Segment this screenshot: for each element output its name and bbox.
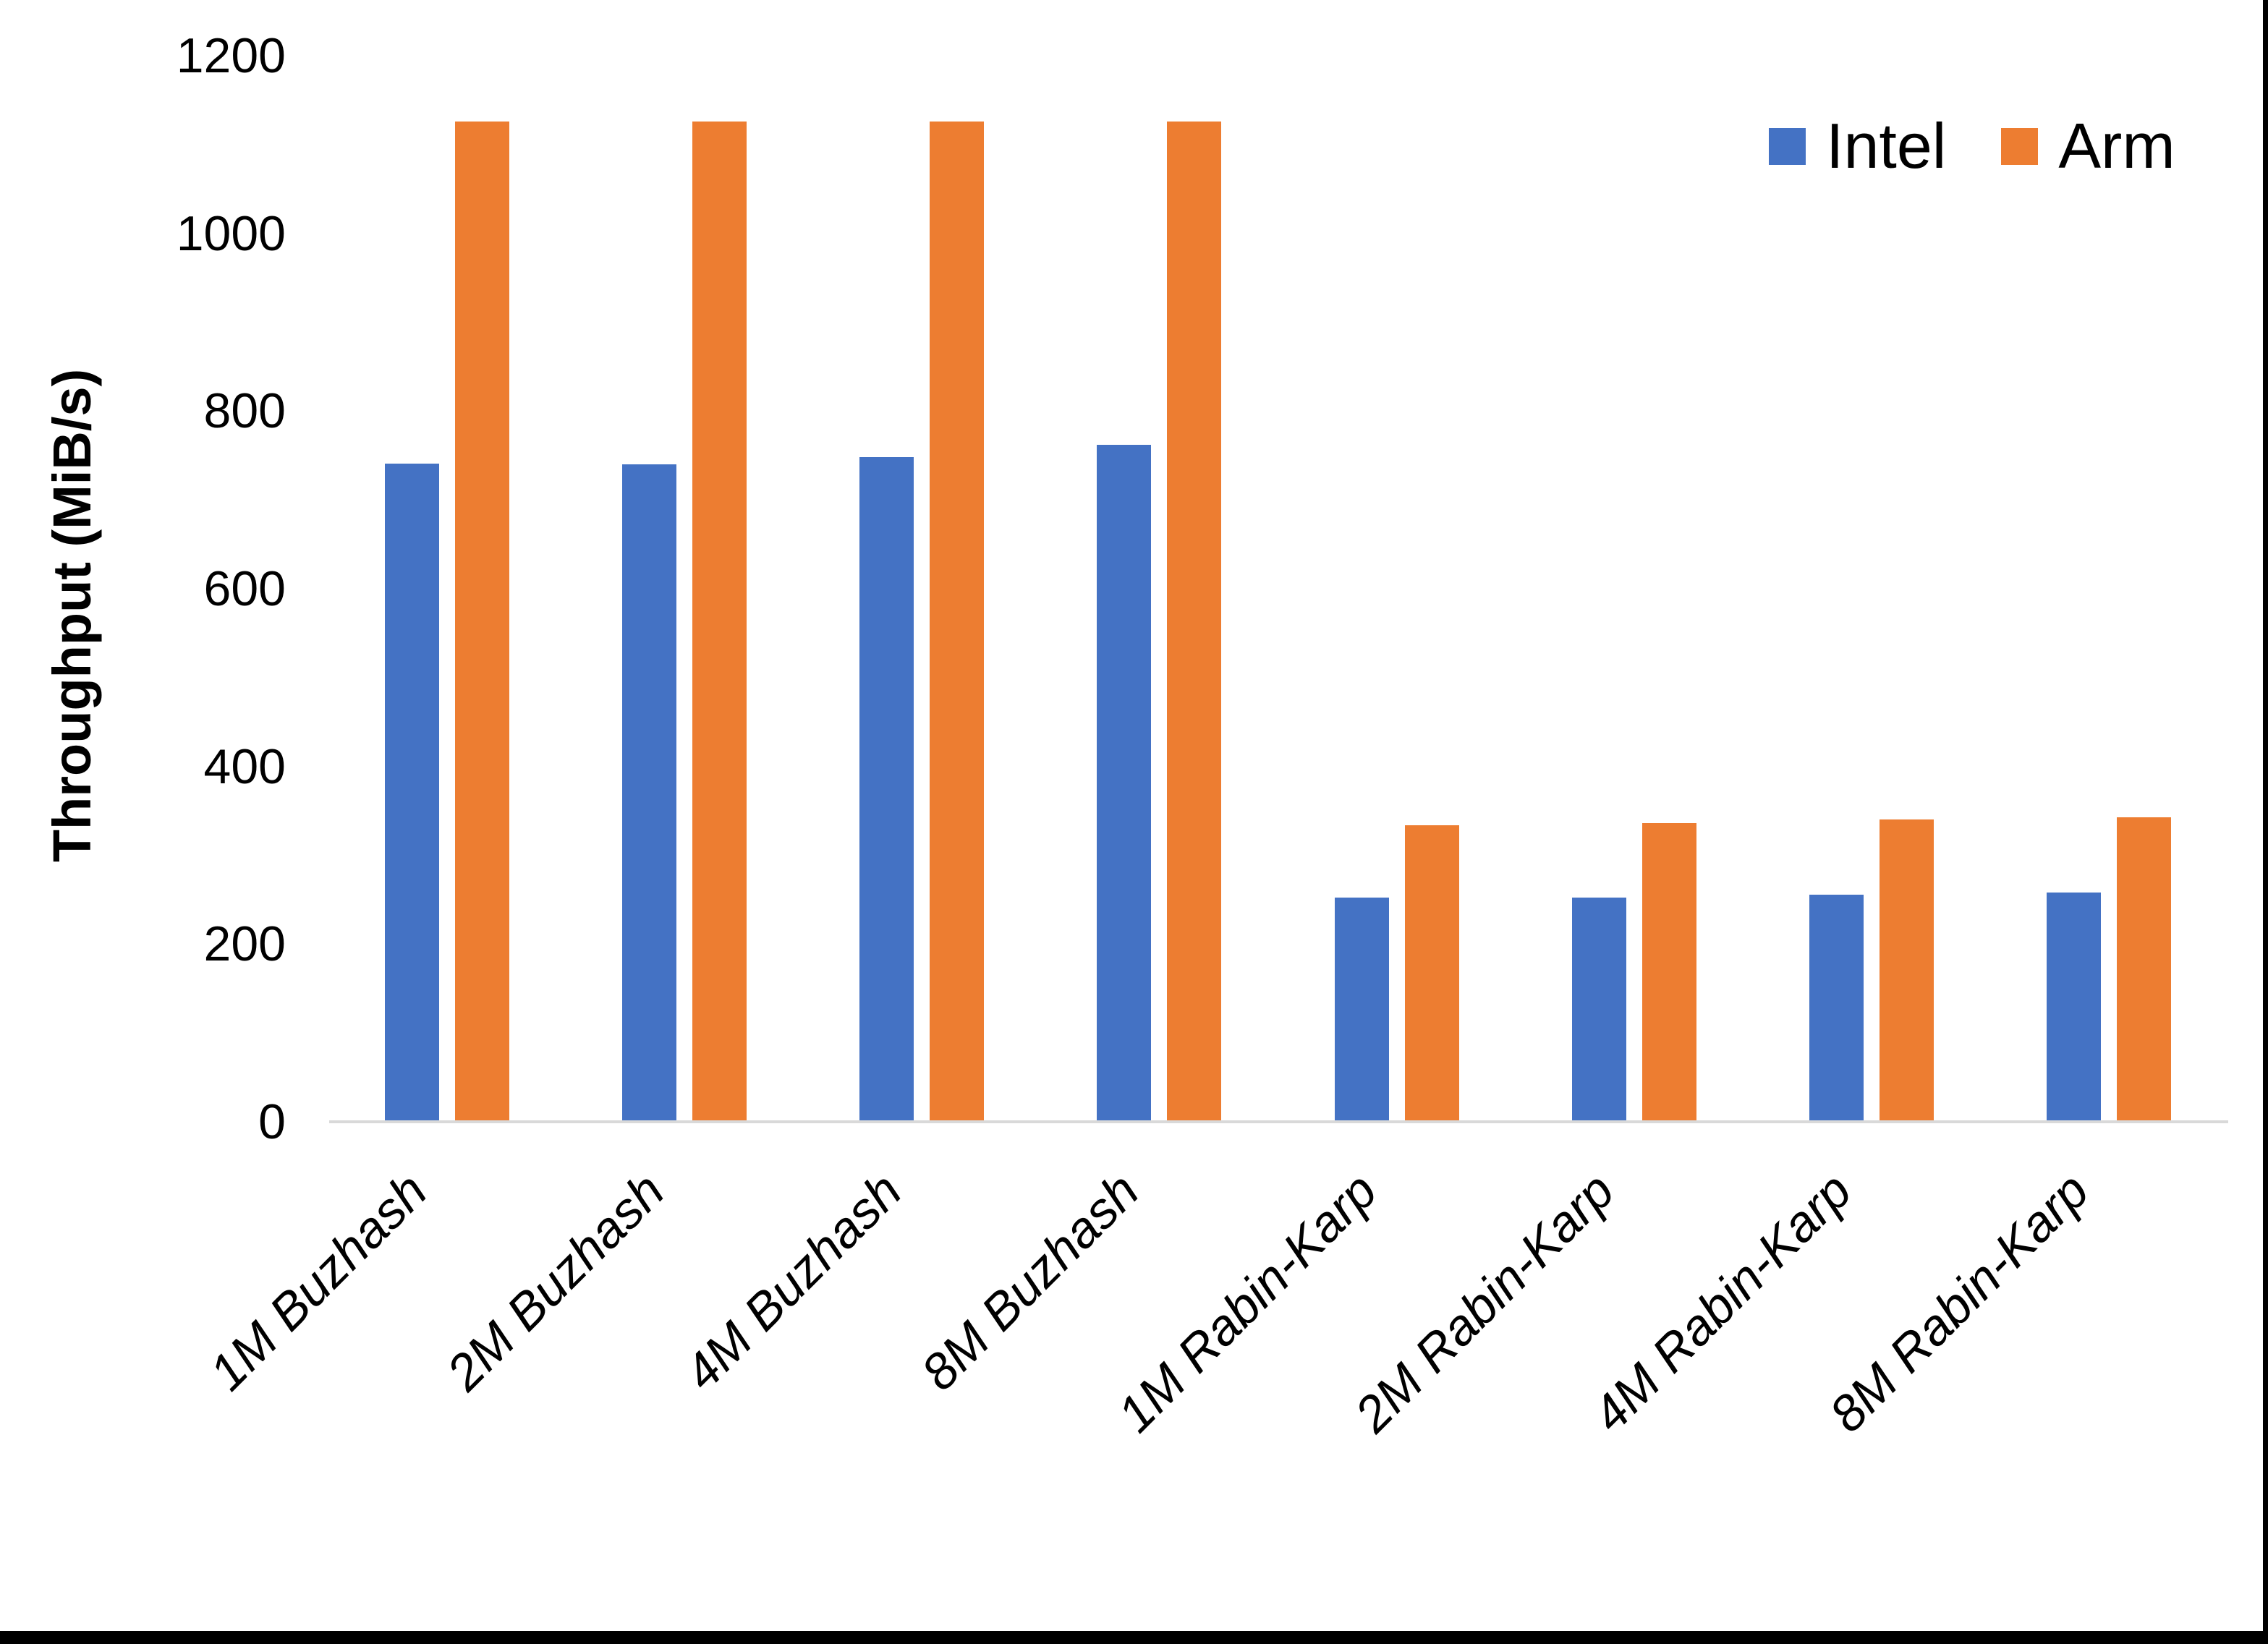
legend-label-arm: Arm bbox=[2058, 110, 2175, 182]
screenshot-right-edge bbox=[2263, 0, 2268, 1644]
bar-arm-2 bbox=[692, 121, 747, 1122]
y-tick-label: 200 bbox=[203, 916, 286, 972]
bar-intel-3 bbox=[859, 457, 914, 1122]
x-category-label: 1M Buzhash bbox=[198, 1162, 438, 1402]
y-tick-label: 600 bbox=[203, 561, 286, 616]
legend-item-intel: Intel bbox=[1769, 110, 1946, 182]
bar-intel-5 bbox=[1334, 898, 1389, 1122]
y-tick-label: 1000 bbox=[176, 205, 286, 261]
bar-arm-7 bbox=[1879, 819, 1934, 1122]
bar-arm-6 bbox=[1641, 823, 1696, 1122]
bar-intel-4 bbox=[1097, 445, 1152, 1122]
bar-arm-3 bbox=[930, 121, 985, 1122]
bar-arm-4 bbox=[1167, 121, 1222, 1122]
bar-arm-8 bbox=[2116, 817, 2171, 1122]
legend-swatch-intel bbox=[1769, 127, 1806, 165]
bar-intel-6 bbox=[1571, 898, 1626, 1122]
bar-intel-7 bbox=[1809, 894, 1864, 1122]
bar-intel-1 bbox=[385, 463, 440, 1122]
bar-intel-2 bbox=[622, 464, 677, 1122]
y-tick-label: 1200 bbox=[176, 28, 286, 83]
bar-intel-8 bbox=[2046, 893, 2101, 1122]
y-tick-label: 800 bbox=[203, 383, 286, 439]
legend-item-arm: Arm bbox=[2001, 110, 2175, 182]
x-axis-line bbox=[329, 1120, 2228, 1123]
y-tick-label: 400 bbox=[203, 738, 286, 794]
bar-arm-1 bbox=[455, 121, 510, 1122]
legend-swatch-arm bbox=[2001, 127, 2039, 165]
legend-label-intel: Intel bbox=[1826, 110, 1947, 182]
legend: Intel Arm bbox=[1769, 110, 2175, 182]
bar-arm-5 bbox=[1404, 825, 1459, 1122]
y-tick-label: 0 bbox=[258, 1094, 286, 1149]
screenshot-bottom-edge bbox=[0, 1631, 2268, 1644]
